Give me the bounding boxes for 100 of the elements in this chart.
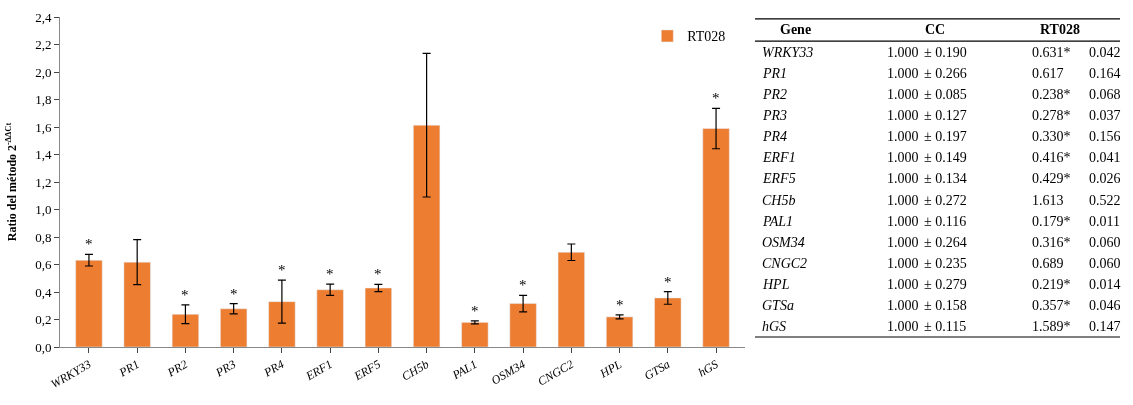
text: ± 0.279 [924,277,967,292]
text: 0.316* [1032,235,1071,250]
y-tick-label: 2,2 [35,37,52,53]
bar [702,128,730,347]
y-tick-label: 2,4 [35,9,52,25]
y-tick-label: 1,4 [35,147,52,163]
text: 0.429* [1032,171,1071,186]
text: ± 0.266 [924,66,967,81]
text: PR4 [762,129,788,144]
text: 0.060 [1089,256,1121,271]
y-tick-label: 2,0 [35,64,52,80]
bar [364,287,392,347]
text: 0.278* [1032,108,1071,123]
text: 0.060 [1089,235,1121,250]
text: PR1 [762,66,788,81]
text: 0.042 [1089,45,1121,60]
text: ± 0.264 [924,235,967,250]
text: 0.068 [1089,87,1121,102]
text: RT028 [1040,22,1080,37]
text: CH5b [762,193,796,208]
x-tick-label: hGS [695,357,721,380]
text: CNGC2 [762,256,808,271]
text: 0.156 [1089,129,1121,144]
x-tick-label: HPL [596,356,625,382]
annotation: * [712,90,720,106]
text: 0.522 [1089,193,1121,208]
text: 0.041 [1089,150,1121,165]
text: ± 0.116 [924,214,967,229]
text: 1.000 [887,171,919,186]
text: ± 0.272 [924,193,967,208]
y-tick-label: 0,8 [35,229,52,245]
text: 0.330* [1032,129,1071,144]
text: 1.000 [887,108,919,123]
text: HPL [762,277,790,292]
x-tick-label: PR2 [164,357,190,381]
text: ± 0.197 [924,129,967,144]
bar [123,261,151,347]
x-tick-label: CH5b [399,357,432,384]
annotation: * [181,287,189,303]
y-tick-label: 1,0 [35,202,52,218]
annotation: * [278,262,286,278]
text: 1.000 [887,129,919,144]
text: PR2 [762,87,788,102]
text: 1.000 [887,193,919,208]
bar [606,316,634,347]
text: 1.000 [887,235,919,250]
y-tick-label: 0,0 [35,339,52,355]
text: 1.000 [887,214,919,229]
text: 0.689 [1032,256,1064,271]
text: ± 0.115 [924,319,967,334]
text: 1.000 [887,66,919,81]
text: ERF1 [762,150,796,165]
text: 0.046 [1089,298,1121,313]
text: 0.014 [1089,277,1121,292]
bar [509,303,537,347]
legend-label: RT028 [687,29,726,45]
bar [268,301,296,347]
annotation: * [471,303,479,319]
text: ERF5 [762,171,796,186]
text: GTSa [762,298,794,313]
text: 0.219* [1032,277,1071,292]
annotation: * [616,297,624,313]
text: 1.589* [1032,319,1071,334]
text: 0.631* [1032,45,1071,60]
text: 1.000 [887,319,919,334]
text: 1.000 [887,87,919,102]
y-tick-label: 0,4 [35,284,52,300]
text: 0.026 [1089,171,1121,186]
x-tick-label: PR1 [115,357,142,381]
text: Gene [780,22,812,37]
text: 1.000 [887,277,919,292]
text: 1.000 [887,45,919,60]
bar [557,252,585,347]
annotation: * [664,274,672,290]
text: 1.000 [887,298,919,313]
text: 0.037 [1089,108,1121,123]
text: 0.147 [1089,319,1121,334]
y-tick-label: 1,2 [35,174,52,190]
text: 1.613 [1032,193,1064,208]
text: 0.164 [1089,66,1121,81]
text: ± 0.134 [924,171,967,186]
x-tick-label: PR4 [260,357,287,381]
text: OSM34 [762,235,805,250]
annotation: * [85,236,93,252]
bar [220,308,248,347]
text: hGS [762,319,787,334]
y-tick-label: 1,6 [35,119,52,135]
text: 1.000 [887,256,919,271]
x-tick-label: PAL1 [449,357,480,383]
text: 0.617 [1032,66,1064,81]
text: ± 0.127 [924,108,967,123]
y-tick-label: 0,6 [35,257,52,273]
annotation: * [519,277,527,293]
text: ± 0.158 [924,298,967,313]
bar [171,314,199,347]
text: WRKY33 [762,45,814,60]
x-tick-label: GTSa [641,357,673,383]
bar [461,322,489,347]
bar [316,289,344,347]
text: ± 0.190 [924,45,967,60]
